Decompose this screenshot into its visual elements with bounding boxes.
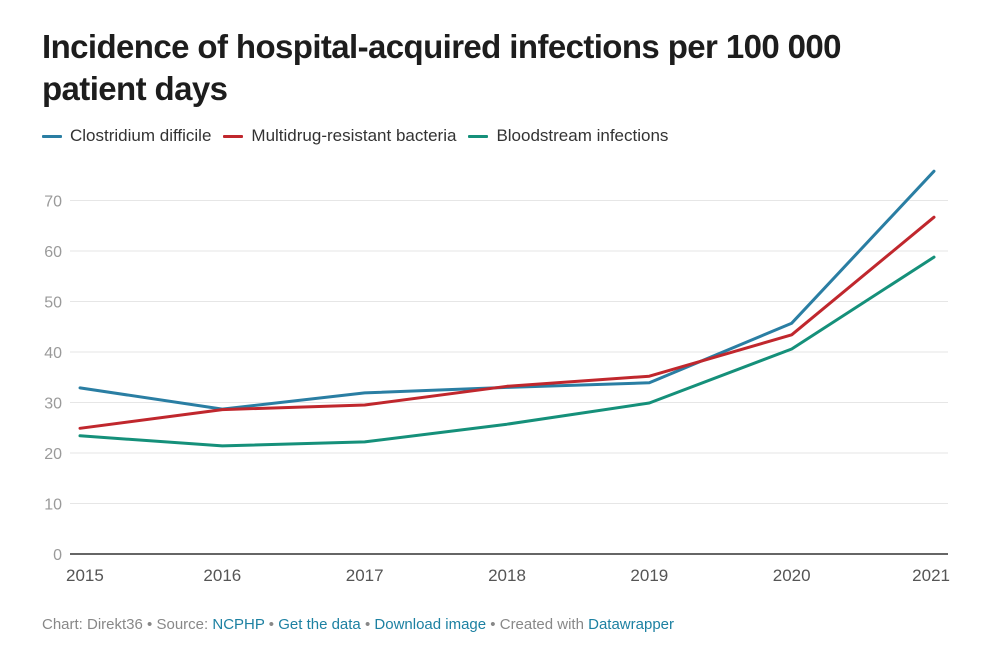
y-tick-label: 50: [44, 295, 62, 312]
x-axis-ticks: 2015 2016 2017 2018 2019 2020 2021: [66, 566, 950, 585]
legend-swatch-multidrug: [223, 134, 244, 138]
series-lines: [78, 169, 936, 448]
y-tick-label: 70: [44, 194, 62, 211]
legend-label-multidrug: Multidrug-resistant bacteria: [251, 126, 457, 145]
series-line-multidrug-resistant-bacteria: [78, 215, 936, 430]
y-tick-label: 60: [44, 244, 62, 261]
legend-swatch-bloodstream: [468, 134, 489, 138]
legend-label-bloodstream: Bloodstream infections: [496, 126, 669, 145]
footer-separator: •: [147, 616, 153, 633]
footer-chart-credit: Chart: Direkt36: [42, 616, 143, 633]
y-axis-ticks: 0 10 20 30 40 50 60 70: [44, 194, 62, 565]
legend-swatch-clostridium: [42, 134, 62, 138]
legend-item-clostridium: Clostridium difficile: [42, 126, 211, 146]
legend-item-bloodstream: Bloodstream infections: [468, 126, 668, 146]
source-link[interactable]: NCPHP: [212, 616, 265, 633]
y-tick-label: 40: [44, 345, 62, 362]
get-data-link[interactable]: Get the data: [278, 616, 361, 633]
footer-source-label: Source:: [156, 616, 209, 633]
x-tick-label: 2017: [346, 566, 384, 585]
x-tick-label: 2016: [203, 566, 241, 585]
legend-label-clostridium: Clostridium difficile: [70, 126, 212, 145]
datawrapper-link[interactable]: Datawrapper: [588, 616, 675, 633]
y-tick-label: 20: [44, 446, 62, 463]
x-tick-label: 2019: [630, 566, 668, 585]
footer-created-label: Created with: [499, 616, 584, 633]
series-line-bloodstream-infections: [78, 255, 936, 448]
y-tick-label: 0: [53, 547, 62, 564]
chart-title: Incidence of hospital-acquired infection…: [42, 28, 842, 107]
gridlines: [70, 200, 948, 555]
footer-separator: •: [364, 616, 371, 633]
x-tick-label: 2018: [488, 566, 526, 585]
y-tick-label: 30: [44, 396, 62, 413]
footer-separator: •: [268, 616, 275, 633]
x-tick-label: 2021: [912, 566, 950, 585]
x-tick-label: 2020: [773, 566, 811, 585]
footer-separator: •: [490, 616, 496, 633]
series-line-clostridium-difficile: [78, 169, 936, 411]
x-tick-label: 2015: [66, 566, 104, 585]
legend: Clostridium difficile Multidrug-resistan…: [42, 126, 680, 146]
y-tick-label: 10: [44, 497, 62, 514]
legend-item-multidrug: Multidrug-resistant bacteria: [223, 126, 456, 146]
footer: Chart: Direkt36 • Source: NCPHP • Get th…: [42, 616, 674, 633]
download-image-link[interactable]: Download image: [374, 616, 487, 633]
